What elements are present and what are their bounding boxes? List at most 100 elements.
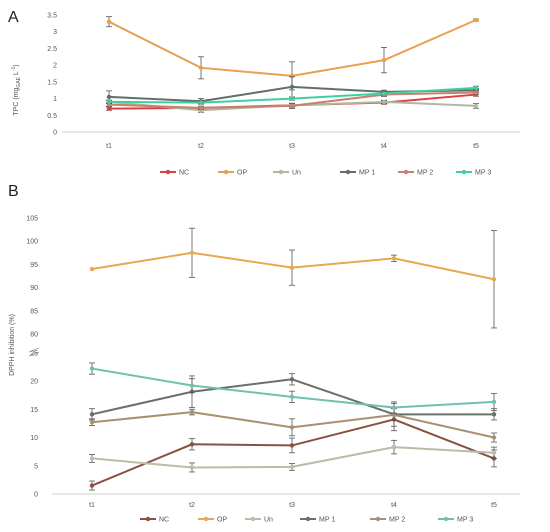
series-line-a-op [108,19,477,77]
data-point-b-un [189,465,195,470]
data-point-b-op [491,277,497,282]
legend-marker-a-un [278,169,284,175]
data-point-b-un [289,464,295,470]
x-tick-label-b: t4 [391,502,397,509]
y-tick-label-a: 0 [53,130,57,137]
data-point-b-op [289,265,295,270]
y-tick-label-a: 1 [53,96,57,103]
data-point-b-un [491,450,497,455]
legend-label-a-mp-2: MP 2 [417,170,433,177]
data-point-b-mp-2 [289,425,295,430]
legend-marker-a-mp-2 [403,169,409,175]
data-point-a-mp-2 [289,103,295,109]
data-point-b-mp-3 [189,383,195,388]
legend-marker-a-mp-3 [461,169,467,175]
data-point-b-mp-1 [491,412,497,417]
legend-marker-b-mp-1 [305,516,311,522]
legend-label-b-op: OP [217,517,227,524]
y-tick-label-b: 100 [26,239,38,246]
data-point-b-nc [189,442,195,447]
data-point-a-un [473,103,479,109]
x-tick-label-a: t3 [289,143,295,150]
y-tick-label-b: 95 [30,262,38,269]
y-tick-label-b: 15 [30,407,38,414]
y-tick-label-a: 1.5 [47,79,57,86]
data-point-a-mp-3 [198,100,204,105]
data-point-b-op [189,250,195,255]
legend-label-b-mp-1: MP 1 [319,517,335,524]
legend-marker-a-op [223,169,229,175]
panel-b: B DPPH inhibition (%) 0 5 10 15 20 25 80 85 90 95… [8,183,520,524]
y-tick-label-a: 3 [53,29,57,36]
legend-marker-b-nc [145,516,151,522]
legend-marker-b-mp-3 [443,516,449,522]
data-point-a-mp-3 [106,99,112,105]
y-tick-label-a: 2 [53,63,57,70]
data-point-a-op [473,17,479,23]
data-point-a-mp-3 [381,91,387,96]
y-tick-label-b: 25 [30,350,38,357]
legend-label-a-op: OP [237,170,247,177]
x-tick-label-b: t2 [189,502,195,509]
data-point-a-mp-2 [473,90,479,95]
legend-label-b-mp-3: MP 3 [457,517,473,524]
y-tick-label-a: 2.5 [47,46,57,53]
legend-label-b-nc: NC [159,517,169,524]
data-point-b-mp-1 [89,412,95,417]
legend-marker-b-mp-2 [375,516,381,522]
y-tick-label-b: 5 [34,463,38,470]
legend-marker-b-un [250,516,256,522]
data-point-b-mp-3 [289,394,295,400]
y-tick-label-b: 80 [30,332,38,339]
data-point-b-op [391,256,397,261]
legend-marker-a-mp-1 [345,169,351,175]
data-point-a-un [381,99,387,105]
y-tick-label-b: 10 [30,435,38,442]
x-tick-label-a: t5 [473,143,479,150]
data-point-b-mp-2 [491,435,497,440]
x-tick-label-b: t1 [89,502,95,509]
data-point-a-mp-3 [289,96,295,101]
y-tick-label-b: 85 [30,308,38,315]
axis-break-mark [28,351,40,357]
data-point-b-mp-1 [289,377,295,382]
data-point-a-nc [106,106,112,111]
y-axis-label-b: DPPH inhibition (%) [9,314,16,376]
y-tick-label-a: 3.5 [47,13,57,20]
data-point-a-mp-1 [106,94,112,100]
data-point-b-un [89,456,95,461]
legend-marker-b-op [203,516,209,522]
legend-label-a-nc: NC [179,170,189,177]
series-line-b-mp-2 [91,411,495,439]
series-line-b-un [91,446,495,469]
legend-label-b-un: Un [264,517,273,524]
data-point-a-op [198,65,204,71]
panel-letter-a: A [8,9,19,26]
x-tick-label-a: t1 [106,143,112,150]
legend-label-a-mp-1: MP 1 [359,170,375,177]
data-point-b-mp-3 [391,405,397,410]
axis-break-mark [28,347,40,353]
data-point-b-op [89,266,95,272]
data-point-a-mp-3 [473,85,479,91]
x-tick-label-b: t5 [491,502,497,509]
data-point-a-mp-1 [289,84,295,90]
data-point-b-mp-3 [491,399,497,405]
y-tick-label-b: 105 [26,216,38,223]
data-point-b-mp-3 [89,366,95,371]
legend-marker-a-nc [165,169,171,175]
panel-a: A TPC (mgGAE L-1) 0 0.5 1 1.5 2 2.5 3 3.5 t1 t2 t3… [8,9,520,177]
x-tick-label-a: t2 [198,143,204,150]
y-axis-label-a: TPC (mgGAE L-1) [11,64,22,115]
data-point-b-mp-2 [189,409,195,415]
data-point-b-mp-2 [89,420,95,425]
legend-label-b-mp-2: MP 2 [389,517,405,524]
x-tick-label-a: t4 [381,143,387,150]
y-tick-label-b: 0 [34,492,38,499]
data-point-a-op [381,57,387,63]
data-point-a-op [106,19,112,24]
x-tick-label-b: t3 [289,502,295,509]
data-point-a-mp-2 [198,105,204,111]
legend-label-a-mp-3: MP 3 [475,170,491,177]
legend-label-a-un: Un [292,170,301,177]
